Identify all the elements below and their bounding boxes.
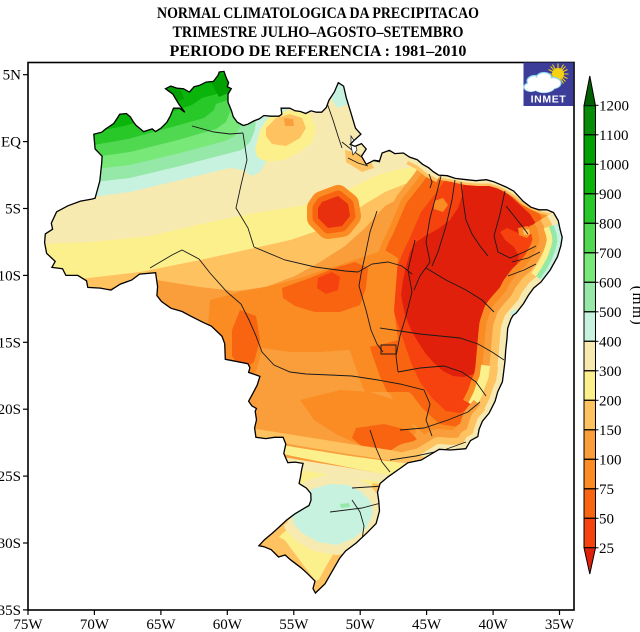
svg-text:INMET: INMET xyxy=(531,94,567,106)
svg-text:700: 700 xyxy=(599,246,622,262)
svg-text:75: 75 xyxy=(599,482,614,498)
svg-text:800: 800 xyxy=(599,216,622,232)
svg-text:200: 200 xyxy=(599,393,622,409)
svg-text:50W: 50W xyxy=(346,617,376,632)
svg-text:5N: 5N xyxy=(3,68,22,84)
svg-text:NORMAL CLIMATOLOGICA DA PRECIP: NORMAL CLIMATOLOGICA DA PRECIPITACAO xyxy=(157,5,479,22)
svg-text:10S: 10S xyxy=(0,268,21,284)
svg-text:25S: 25S xyxy=(0,469,21,485)
svg-text:70W: 70W xyxy=(80,617,110,632)
svg-text:(mm): (mm) xyxy=(629,286,640,326)
svg-text:75W: 75W xyxy=(13,617,43,632)
svg-text:1000: 1000 xyxy=(599,157,629,173)
svg-text:300: 300 xyxy=(599,364,622,380)
svg-text:EQ: EQ xyxy=(1,135,21,151)
svg-text:5S: 5S xyxy=(5,202,21,218)
svg-text:60W: 60W xyxy=(213,617,243,632)
svg-text:100: 100 xyxy=(599,452,622,468)
svg-text:65W: 65W xyxy=(146,617,176,632)
svg-text:20S: 20S xyxy=(0,402,21,418)
svg-text:55W: 55W xyxy=(279,617,309,632)
svg-text:900: 900 xyxy=(599,187,622,203)
svg-text:500: 500 xyxy=(599,305,622,321)
svg-text:50: 50 xyxy=(599,511,614,527)
svg-text:150: 150 xyxy=(599,423,622,439)
svg-text:30S: 30S xyxy=(0,536,21,552)
svg-text:25: 25 xyxy=(599,541,614,557)
svg-text:35W: 35W xyxy=(545,617,575,632)
svg-text:15S: 15S xyxy=(0,335,21,351)
svg-text:PERIODO DE REFERENCIA : 1981–2: PERIODO DE REFERENCIA : 1981–2010 xyxy=(170,43,467,60)
svg-text:1100: 1100 xyxy=(599,128,628,144)
svg-text:400: 400 xyxy=(599,334,622,350)
svg-text:TRIMESTRE JULHO–AGOSTO–SETEMBR: TRIMESTRE JULHO–AGOSTO–SETEMBRO xyxy=(173,24,464,41)
svg-text:45W: 45W xyxy=(412,617,442,632)
svg-text:35S: 35S xyxy=(0,603,21,619)
svg-text:600: 600 xyxy=(599,275,622,291)
svg-text:40W: 40W xyxy=(479,617,509,632)
svg-text:1200: 1200 xyxy=(599,98,629,114)
